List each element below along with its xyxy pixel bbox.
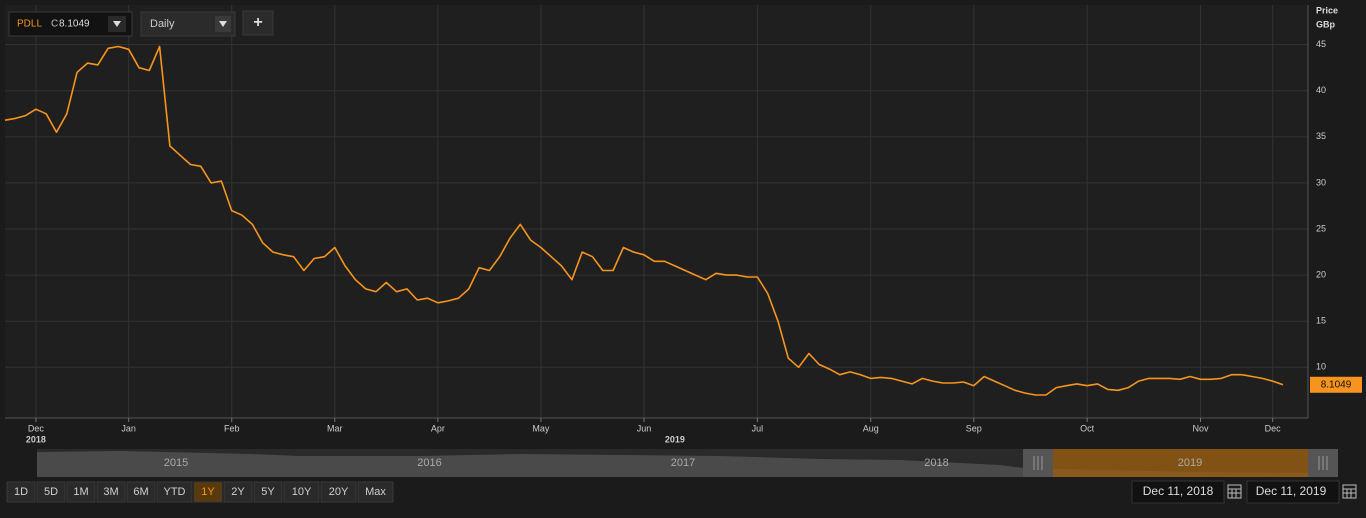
grid-layer: [5, 5, 1308, 418]
y-tick-label: 10: [1316, 362, 1326, 372]
handle-grips: [1033, 456, 1328, 470]
date-from[interactable]: Dec 11, 2018: [1131, 480, 1242, 504]
x-tick-label: Sep: [966, 423, 982, 433]
line-layer: [4, 45, 1284, 396]
x-tick-label: Aug: [863, 423, 879, 433]
interval: Daily: [150, 18, 175, 30]
range-button[interactable]: 1Y: [193, 481, 223, 503]
range-button-label: 1Y: [201, 486, 215, 498]
x-year-label: 2019: [665, 434, 685, 444]
x-tick-label: Oct: [1080, 423, 1095, 433]
y-tick-label: 20: [1316, 269, 1326, 279]
x-tick-label: May: [532, 423, 550, 433]
y-tick-label: 40: [1316, 85, 1326, 95]
x-tick-label: Nov: [1193, 423, 1210, 433]
range-button[interactable]: 5D: [36, 481, 66, 503]
range-button-bg: [66, 481, 96, 503]
y-tick-label: 15: [1316, 316, 1326, 326]
plot-area: [5, 5, 1308, 418]
range-button-bg: [156, 481, 193, 503]
range-button-label: 1M: [73, 486, 88, 498]
interval-select[interactable]: Daily: [140, 11, 236, 37]
range-button-bg: [126, 481, 156, 503]
range-button-bg: [193, 481, 223, 503]
add-label: +: [253, 14, 262, 31]
x-year-label: 2018: [26, 434, 46, 444]
navigator-history: [37, 451, 1308, 477]
x-tick-label: Apr: [431, 423, 445, 433]
y-tick-label: 30: [1316, 177, 1326, 187]
range-button-bg: [320, 481, 357, 503]
navigator-years: 2015 2016 2017 2018 2019: [164, 457, 1202, 469]
range-button[interactable]: 6M: [126, 481, 156, 503]
y-tick-label: 35: [1316, 131, 1326, 141]
range-button[interactable]: 10Y: [283, 481, 320, 503]
range-button-label: 5Y: [261, 486, 275, 498]
range-button[interactable]: 1D: [6, 481, 36, 503]
axis-title: Price: [1316, 5, 1338, 15]
navigator-year: 2017: [671, 457, 695, 469]
x-tick-label: Jul: [752, 423, 764, 433]
x-tick-label: Dec: [1265, 423, 1282, 433]
navigator-year: 2019: [1178, 457, 1202, 469]
symbol: PDLL: [17, 19, 42, 30]
range-button-bg: [283, 481, 320, 503]
range-button-label: Max: [365, 486, 386, 498]
range-button-bg: [223, 481, 253, 503]
range-button-bg: [6, 481, 36, 503]
range-button-label: 3M: [103, 486, 118, 498]
range-button-bg: [253, 481, 283, 503]
symbol-box[interactable]: PDLL C 8.1049: [8, 11, 133, 37]
navigator-year: 2018: [924, 457, 948, 469]
range-button[interactable]: 2Y: [223, 481, 253, 503]
close-value: 8.1049: [59, 19, 90, 30]
date-to[interactable]: Dec 11, 2019: [1246, 480, 1357, 504]
tag-layer: 8.1049: [1310, 376, 1362, 393]
add-button[interactable]: +: [242, 10, 274, 36]
x-tick-label: Jun: [637, 423, 652, 433]
range-button[interactable]: 3M: [96, 481, 126, 503]
navigator: [37, 449, 1338, 477]
close-prefix: C: [51, 19, 58, 30]
range-button-label: 20Y: [329, 486, 349, 498]
range-button[interactable]: 20Y: [320, 481, 357, 503]
price-line: [4, 45, 1284, 396]
last-price-tag: [1310, 376, 1362, 393]
navigator-year: 2016: [417, 457, 441, 469]
range-button-label: YTD: [164, 486, 186, 498]
range-buttons: 1D 5D 1M 3M 6M YTD 1Y 2Y 5Y 10Y 20Y Max: [6, 481, 394, 503]
range-button-bg: [96, 481, 126, 503]
range-button-label: 10Y: [292, 486, 312, 498]
navigator-window[interactable]: [1023, 449, 1308, 477]
range-button[interactable]: 1M: [66, 481, 96, 503]
last-price-label: 8.1049: [1321, 379, 1352, 390]
date-from-text: Dec 11, 2018: [1143, 484, 1214, 498]
x-tick-label: Dec: [28, 423, 45, 433]
range-button-label: 1D: [14, 486, 28, 498]
y-tick-label: 45: [1316, 39, 1326, 49]
x-tick-label: Mar: [327, 423, 343, 433]
range-button[interactable]: 5Y: [253, 481, 283, 503]
range-button-bg: [357, 481, 394, 503]
range-button-label: 2Y: [231, 486, 245, 498]
y-tick-label: 25: [1316, 223, 1326, 233]
range-button[interactable]: Max: [357, 481, 394, 503]
x-tick-label: Jan: [121, 423, 136, 433]
date-to-text: Dec 11, 2019: [1256, 484, 1327, 498]
navigator-year: 2015: [164, 457, 188, 469]
range-button-bg: [36, 481, 66, 503]
range-button-label: 5D: [44, 486, 58, 498]
range-button[interactable]: YTD: [156, 481, 193, 503]
x-tick-label: Feb: [224, 423, 240, 433]
axis-unit: GBp: [1316, 19, 1336, 29]
range-button-label: 6M: [133, 486, 148, 498]
